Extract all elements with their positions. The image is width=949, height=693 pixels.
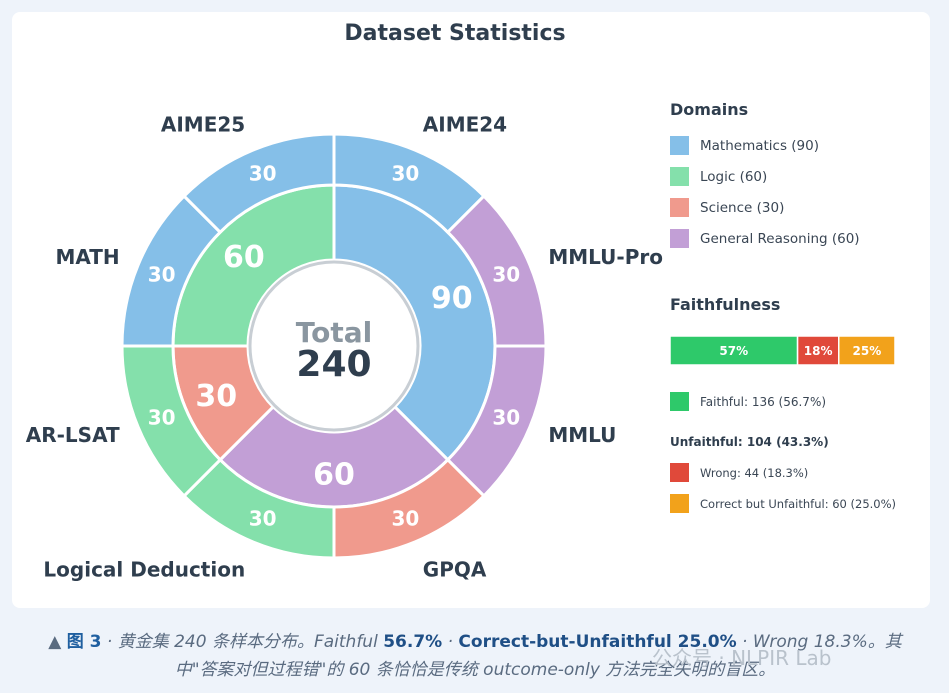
domains-legend-swatch-0	[670, 136, 689, 155]
faithful-swatch	[670, 392, 689, 411]
dataset-name-ar-lsat: AR-LSAT	[26, 423, 120, 447]
domains-legend-item-1: Logic (60)	[700, 169, 767, 185]
inner-slice-label-mathematics: 90	[431, 281, 473, 316]
dataset-name-math: MATH	[55, 245, 119, 269]
outer-slice-aime25	[181, 132, 336, 235]
domains-legend-swatch-3	[670, 229, 689, 248]
center-total-label: Total	[296, 316, 373, 349]
outer-slice-label-aime25: 30	[249, 162, 277, 186]
center-circle	[248, 260, 420, 432]
domains-legend-swatch-2	[670, 198, 689, 217]
domains-legend-swatch-1	[670, 167, 689, 186]
caption-text-2: · Wrong 18.3%。其中"答案对但过程错"的 60 条恰恰是传统 out…	[174, 632, 902, 680]
inner-slice-label-science: 30	[195, 379, 237, 414]
caption-cbu-value: Correct-but-Unfaithful 25.0%	[458, 632, 737, 652]
faithfulness-bar-segment-2	[838, 335, 896, 366]
outer-slice-label-ar-lsat: 30	[148, 405, 176, 429]
watermark: 公众号 · NLPIR Lab	[652, 646, 832, 670]
dataset-name-mmlu-pro: MMLU-Pro	[548, 245, 663, 269]
caption-faithful-value: 56.7%	[383, 632, 443, 652]
caption-text-1: · 黄金集 240 条样本分布。Faithful	[101, 632, 384, 652]
dataset-name-logical-deduction: Logical Deduction	[43, 557, 245, 581]
dataset-name-mmlu: MMLU	[548, 423, 616, 447]
faithfulness-bar-segment-1	[796, 335, 840, 366]
outer-slice-label-math: 30	[148, 263, 176, 287]
unfaithful-heading: Unfaithful: 104 (43.3%)	[670, 435, 829, 449]
domains-legend-title: Domains	[670, 100, 748, 119]
outer-slice-label-mmlu-pro: 30	[492, 263, 520, 287]
domains-legend-item-2: Science (30)	[700, 200, 784, 216]
dataset-statistics-chart: Dataset Statistics 90 60 30 60 30 AIME24 30 MMLU…	[26, 21, 896, 581]
dataset-name-aime25: AIME25	[161, 113, 245, 137]
unfaithful-swatch-1	[670, 494, 689, 513]
inner-slice-label-logic: 60	[223, 240, 265, 275]
caption-triangle: ▲	[48, 632, 67, 652]
domains-legend-item-3: General Reasoning (60)	[700, 231, 860, 247]
inner-slice-label-general-reasoning: 60	[313, 458, 355, 493]
faithful-legend-item: Faithful: 136 (56.7%)	[700, 395, 826, 409]
unfaithful-swatch-0	[670, 463, 689, 482]
faithfulness-title: Faithfulness	[670, 295, 780, 314]
dataset-name-aime24: AIME24	[423, 113, 507, 137]
domains-legend-item-0: Mathematics (90)	[700, 138, 819, 154]
outer-slice-label-mmlu: 30	[492, 405, 520, 429]
faithfulness-bar-label-1: 18%	[804, 344, 833, 358]
center-total-value: 240	[296, 344, 371, 385]
chart-title: Dataset Statistics	[344, 21, 565, 46]
caption-sep: ·	[442, 632, 459, 652]
caption-figure-number: 图 3	[66, 632, 102, 652]
dataset-name-gpqa: GPQA	[423, 557, 487, 581]
outer-slice-label-gpqa: 30	[391, 506, 419, 530]
outer-slice-label-logical-deduction: 30	[249, 506, 277, 530]
outer-slice-label-aime24: 30	[391, 162, 419, 186]
unfaithful-legend-item-0: Wrong: 44 (18.3%)	[700, 466, 808, 480]
figure-caption: ▲ 图 3 · 黄金集 240 条样本分布。Faithful 56.7% · C…	[30, 628, 920, 684]
faithfulness-bar-label-2: 25%	[853, 344, 882, 358]
unfaithful-legend-item-1: Correct but Unfaithful: 60 (25.0%)	[700, 497, 896, 511]
chart-card: Dataset Statistics 90 60 30 60 30 AIME24 30 MMLU…	[12, 12, 930, 608]
faithfulness-bar-label-0: 57%	[719, 344, 748, 358]
